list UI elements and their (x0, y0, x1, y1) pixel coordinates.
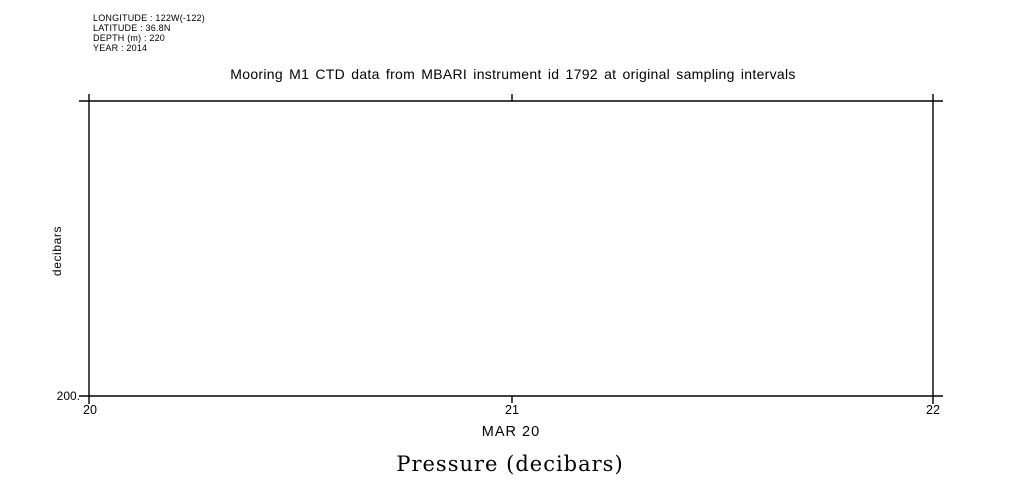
header-metadata-block: LONGITUDE : 122W(-122) LATITUDE : 36.8N … (93, 13, 205, 53)
x-tick-20: 20 (83, 403, 97, 417)
meta-latitude: LATITUDE : 36.8N (93, 23, 171, 33)
x-tick-22: 22 (926, 403, 940, 417)
meta-depth: DEPTH (m) : 220 (93, 33, 166, 43)
x-tick-21: 21 (505, 403, 519, 417)
y-axis-label: decibars (50, 225, 64, 277)
meta-longitude: LONGITUDE : 122W(-122) (93, 13, 205, 23)
pressure-caption: Pressure (decibars) (396, 452, 624, 476)
y-tick-200: 200. (56, 389, 80, 403)
meta-year: YEAR : 2014 (93, 43, 148, 53)
x-axis-label: MAR 20 (481, 424, 541, 440)
chart-title: Mooring M1 CTD data from MBARI instrumen… (230, 66, 796, 82)
